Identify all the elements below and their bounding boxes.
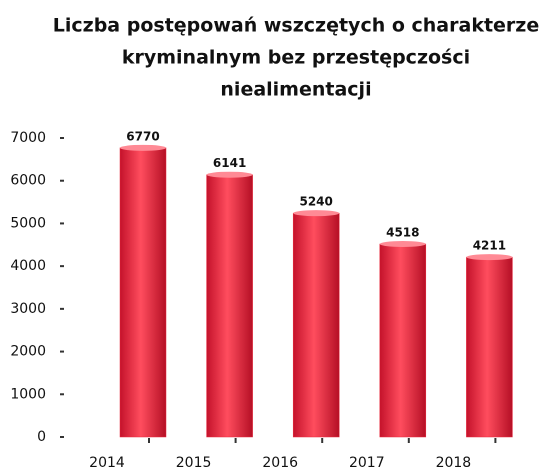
x-tick-label: 2014 bbox=[89, 455, 125, 471]
bar-top bbox=[120, 144, 166, 151]
y-tick-label: 0 bbox=[37, 429, 46, 445]
bar-top bbox=[379, 241, 426, 248]
value-label: 5240 bbox=[299, 195, 332, 209]
x-tick-label: 2018 bbox=[436, 455, 472, 471]
bar bbox=[292, 212, 340, 438]
y-tick-label: 5000 bbox=[10, 215, 46, 231]
y-tick-label: 3000 bbox=[10, 301, 46, 317]
bar bbox=[379, 243, 427, 438]
chart-title: kryminalnym bez przestępczości bbox=[122, 47, 470, 69]
value-label: 6141 bbox=[213, 156, 246, 170]
bar bbox=[466, 256, 513, 438]
x-tick-label: 2015 bbox=[176, 455, 212, 471]
chart-title: Liczba postępowań wszczętych o charakter… bbox=[53, 15, 539, 37]
y-tick-label: 7000 bbox=[10, 130, 46, 146]
x-tick-label: 2016 bbox=[262, 455, 298, 471]
chart-title: niealimentacji bbox=[220, 79, 371, 101]
bar-top bbox=[293, 210, 340, 217]
bar bbox=[119, 147, 167, 438]
bar bbox=[206, 174, 253, 438]
bar-top bbox=[206, 171, 253, 178]
y-tick-label: 1000 bbox=[10, 386, 46, 402]
y-tick-label: 4000 bbox=[10, 258, 46, 274]
value-label: 4518 bbox=[386, 226, 419, 240]
value-label: 4211 bbox=[473, 239, 506, 253]
y-tick-label: 2000 bbox=[10, 344, 46, 360]
x-tick-label: 2017 bbox=[349, 455, 385, 471]
value-label: 6770 bbox=[126, 129, 159, 143]
y-tick-label: 6000 bbox=[10, 173, 46, 189]
bar-top bbox=[466, 254, 513, 261]
